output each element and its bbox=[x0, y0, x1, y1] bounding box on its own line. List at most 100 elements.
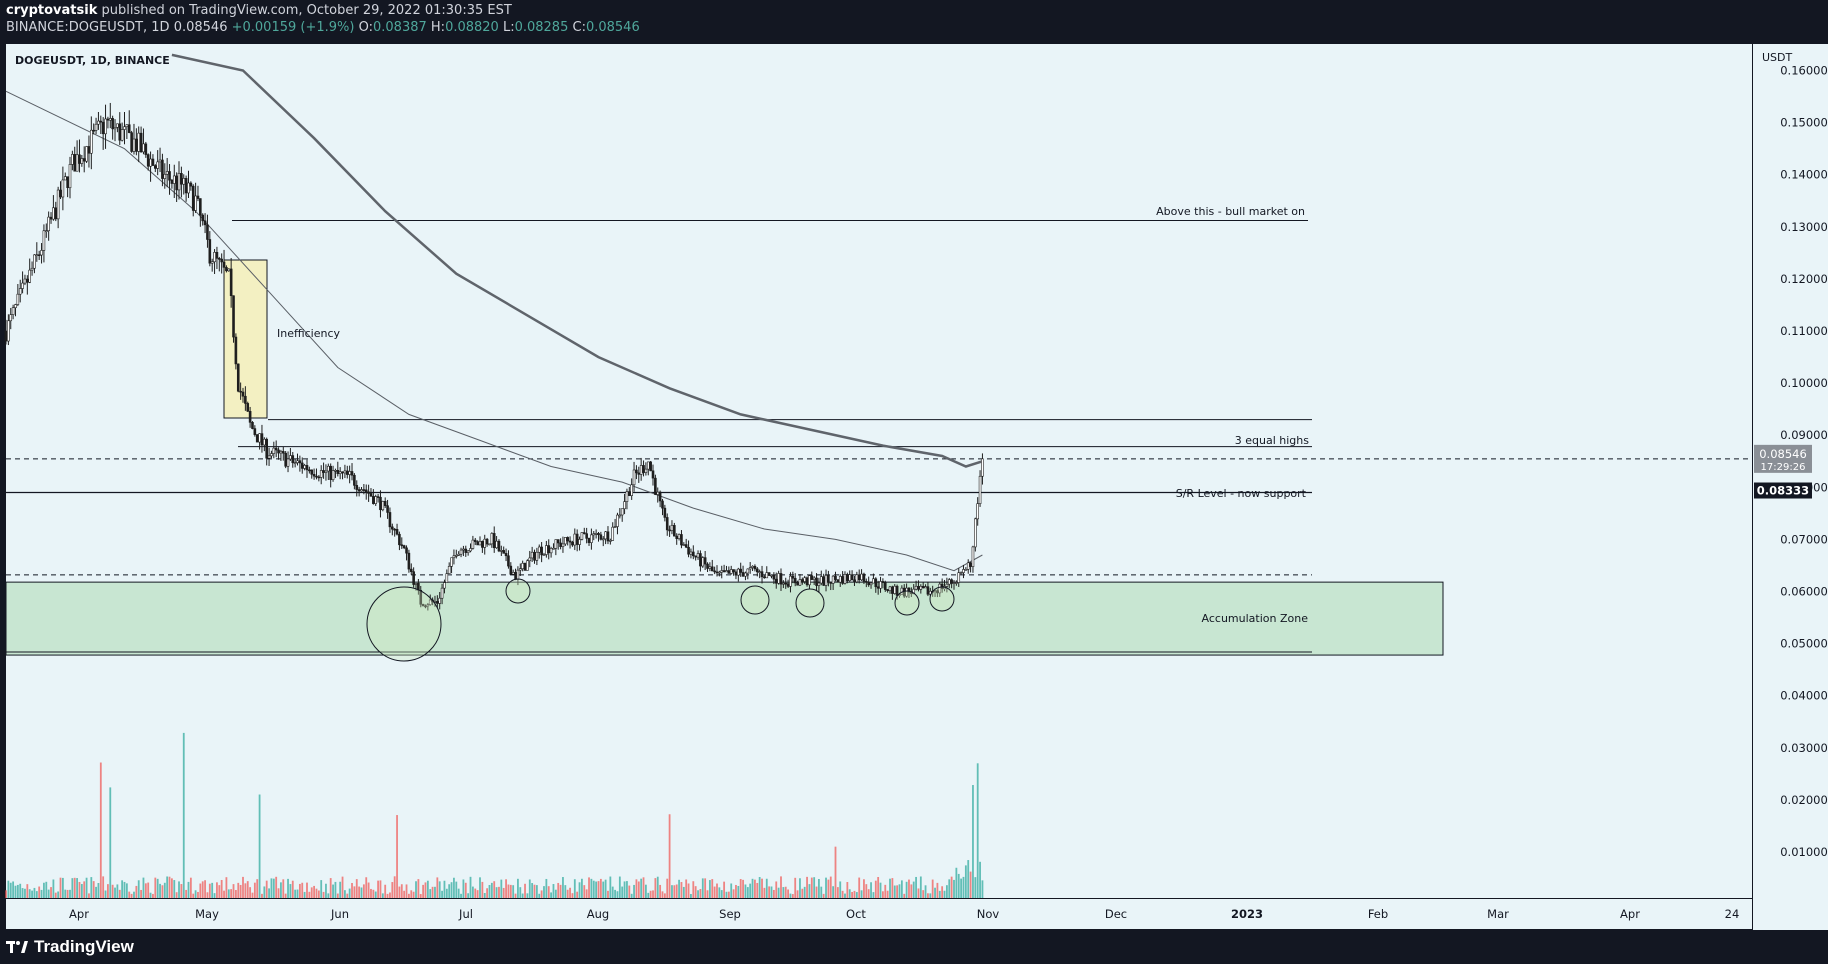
volume-bar bbox=[554, 889, 557, 898]
candle-body bbox=[488, 543, 491, 546]
volume-bar bbox=[301, 882, 304, 898]
candle-body bbox=[677, 534, 681, 539]
volume-bar bbox=[772, 889, 775, 898]
candle-body bbox=[767, 572, 771, 576]
candle-body bbox=[611, 526, 615, 541]
volume-bar bbox=[99, 762, 102, 898]
tradingview-logo[interactable]: TradingView bbox=[6, 937, 134, 957]
candle-body bbox=[656, 491, 660, 495]
price-chart[interactable]: Above this - bull market on 3 equal highs… bbox=[0, 44, 1828, 930]
volume-bar bbox=[438, 881, 441, 898]
candle-body bbox=[447, 566, 451, 574]
volume-bar bbox=[500, 879, 503, 898]
volume-bar bbox=[806, 876, 808, 898]
volume-bar bbox=[154, 877, 157, 898]
candle-body bbox=[808, 575, 811, 586]
volume-bar bbox=[464, 882, 467, 898]
candle-body bbox=[331, 470, 335, 480]
volume-bar bbox=[322, 891, 325, 898]
candle-body bbox=[881, 581, 885, 583]
volume-bar bbox=[851, 891, 853, 898]
candle-body bbox=[428, 599, 432, 605]
candle-body bbox=[755, 568, 759, 573]
tradingview-logo-icon bbox=[6, 941, 28, 953]
volume-bar bbox=[704, 878, 707, 898]
candle-body bbox=[812, 577, 816, 580]
volume-bar bbox=[775, 881, 778, 898]
volume-bar bbox=[341, 876, 344, 898]
volume-bar bbox=[249, 887, 252, 898]
volume-bar bbox=[263, 886, 266, 898]
volume-bar bbox=[332, 884, 334, 898]
candle-body bbox=[357, 489, 361, 492]
candle-body bbox=[199, 198, 202, 216]
candle-body bbox=[348, 471, 351, 475]
candle-body bbox=[824, 574, 828, 586]
volume-bar bbox=[822, 893, 825, 898]
volume-bar bbox=[102, 876, 105, 898]
low-marker-circle bbox=[366, 586, 442, 662]
candle-body bbox=[959, 572, 963, 574]
volume-bar bbox=[488, 884, 491, 898]
volume-bar bbox=[725, 891, 728, 898]
inefficiency-annotation: Inefficiency bbox=[277, 327, 341, 340]
time-axis-tick: Sep bbox=[719, 907, 741, 921]
candle-body bbox=[504, 553, 508, 557]
volume-bar bbox=[846, 882, 849, 898]
volume-bar bbox=[791, 894, 794, 898]
volume-bar bbox=[630, 893, 633, 898]
candle-body bbox=[741, 572, 745, 577]
volume-bar bbox=[604, 879, 607, 898]
publish-info: published on TradingView.com, October 29… bbox=[97, 3, 512, 18]
candle-body bbox=[758, 571, 761, 573]
candle-body bbox=[345, 470, 349, 475]
candle-body bbox=[367, 491, 370, 494]
volume-bar bbox=[33, 887, 36, 898]
candle-body bbox=[753, 565, 757, 570]
volume-bar bbox=[855, 892, 858, 898]
author-name[interactable]: cryptovatsik bbox=[6, 3, 98, 18]
candle-body bbox=[49, 216, 53, 220]
volume-bar bbox=[253, 882, 256, 898]
candle-body bbox=[827, 574, 830, 583]
candle-body bbox=[485, 538, 489, 545]
volume-bar bbox=[118, 889, 121, 898]
chart-area[interactable]: Above this - bull market on 3 equal highs… bbox=[0, 44, 1828, 930]
candle-body bbox=[139, 132, 143, 153]
candle-body bbox=[490, 533, 494, 545]
sr-level-annotation: S/R Level - now support bbox=[1176, 487, 1307, 500]
candle-body bbox=[452, 555, 456, 559]
candle-body bbox=[981, 458, 984, 477]
volume-bar bbox=[180, 884, 183, 898]
volume-bar bbox=[242, 876, 244, 898]
candle-body bbox=[763, 576, 766, 579]
candle-body bbox=[694, 555, 697, 558]
volume-bar bbox=[408, 893, 410, 898]
candle-body bbox=[319, 470, 323, 478]
candle-body bbox=[957, 572, 961, 583]
candle-body bbox=[132, 138, 136, 152]
volume-bar bbox=[578, 882, 581, 898]
price-axis-tick: 0.07000 bbox=[1780, 532, 1828, 546]
candle-body bbox=[161, 159, 164, 179]
volume-bar bbox=[756, 882, 759, 898]
candle-body bbox=[284, 452, 287, 467]
volume-bar bbox=[514, 893, 517, 898]
candle-body bbox=[101, 121, 105, 135]
price-axis-unit: USDT bbox=[1762, 51, 1793, 64]
volume-bar bbox=[912, 881, 915, 898]
volume-bar bbox=[291, 880, 294, 898]
volume-bar bbox=[682, 886, 685, 898]
candle-body bbox=[888, 586, 892, 591]
volume-bar bbox=[531, 883, 534, 898]
price-axis-tick: 0.09000 bbox=[1780, 428, 1828, 442]
candle-body bbox=[592, 533, 596, 536]
candle-body bbox=[907, 587, 911, 593]
candle-body bbox=[625, 491, 629, 502]
candle-body bbox=[862, 573, 866, 582]
candle-body bbox=[63, 176, 67, 181]
volume-bar bbox=[832, 886, 835, 898]
candle-body bbox=[587, 538, 591, 543]
volume-bar bbox=[471, 886, 474, 898]
low-marker-circle bbox=[894, 590, 920, 616]
